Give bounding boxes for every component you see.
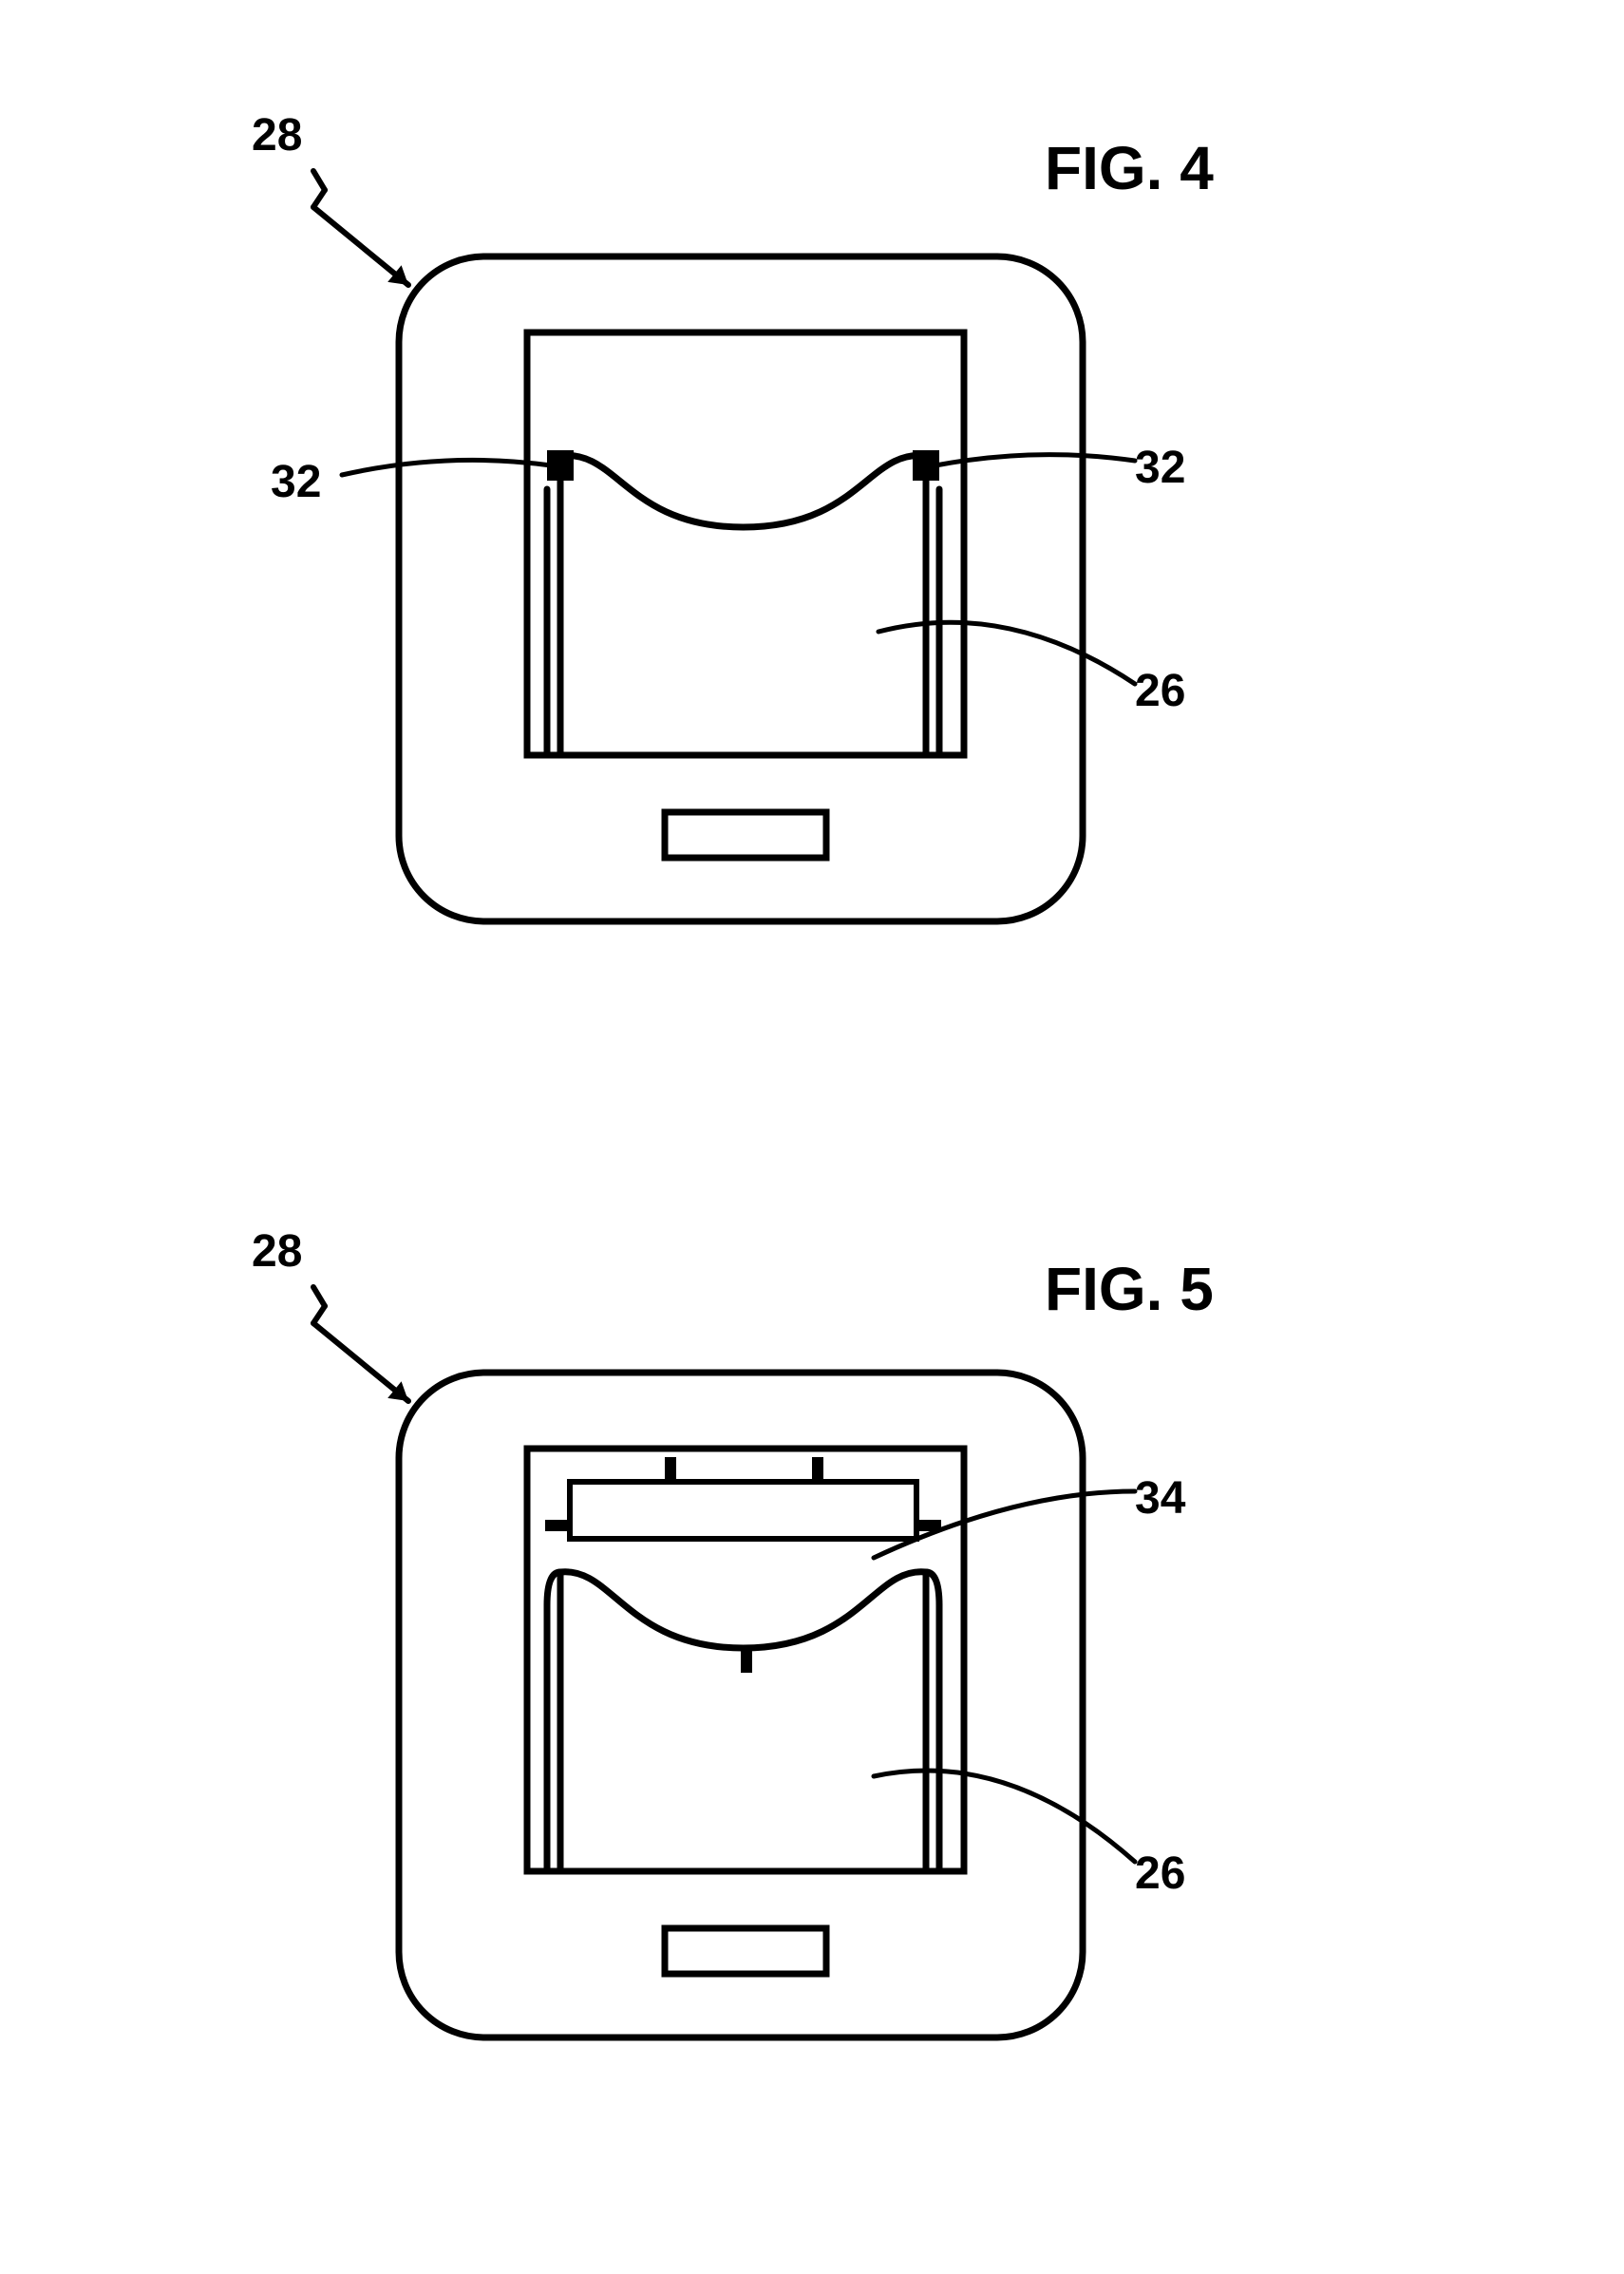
figure-drawing (0, 0, 1624, 2274)
patent-figure-page: FIG. 4 28 32 32 26 FIG. 5 28 34 26 (0, 0, 1624, 2274)
